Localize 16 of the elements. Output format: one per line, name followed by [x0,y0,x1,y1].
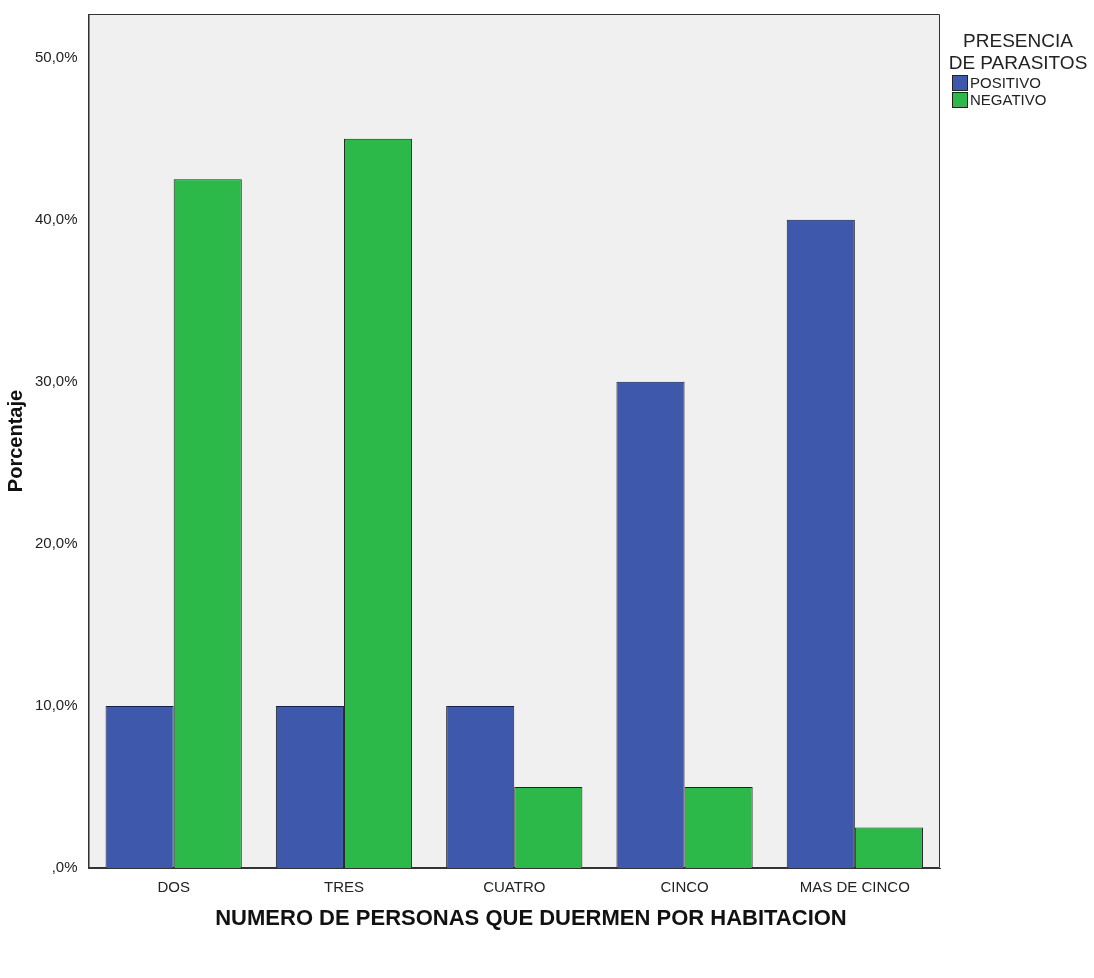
y-tick-label: 50,0% [34,47,78,65]
y-tick-label: 30,0% [34,371,78,389]
y-tick-label: 20,0% [34,534,78,552]
y-tick-label: 40,0% [34,209,78,227]
x-tick-label: TRES [323,878,364,896]
x-tick-label: CUATRO [483,878,546,896]
x-tick-label: MAS DE CINCO [799,878,910,896]
x-tick-label: CINCO [660,878,709,896]
x-tick-label: DOS [157,878,190,896]
legend-label: NEGATIVO [970,91,1047,108]
legend-title: PRESENCIA DE PARASITOS [948,30,1088,74]
x-axis-title: NUMERO DE PERSONAS QUE DUERMEN POR HABITACION [215,905,847,931]
y-tick-label: ,0% [51,858,78,876]
y-tick-label: 10,0% [34,696,78,714]
legend-label: POSITIVO [970,74,1041,91]
y-axis-title: Porcentaje [3,389,26,493]
